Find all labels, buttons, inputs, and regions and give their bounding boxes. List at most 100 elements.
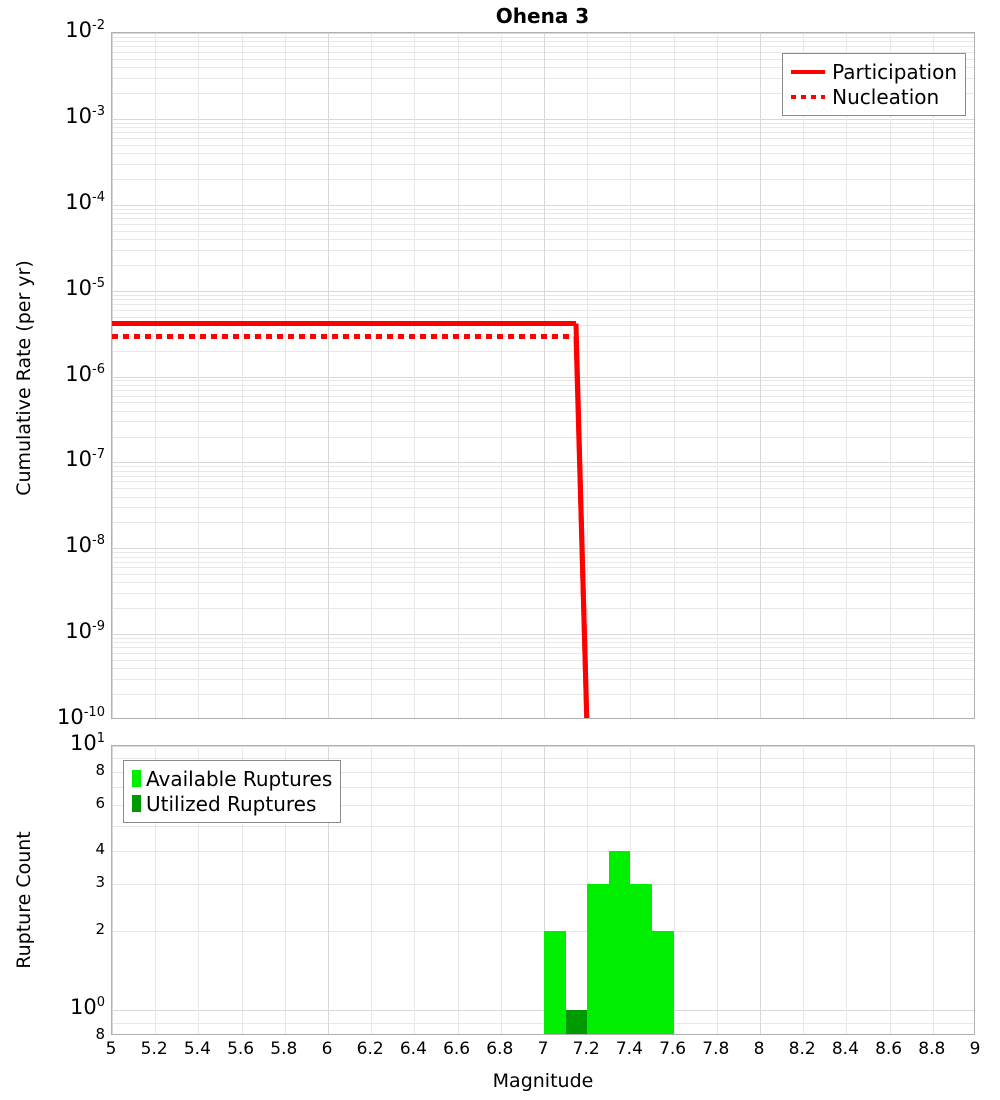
gridline-vertical — [932, 746, 934, 1034]
gridline-vertical — [716, 33, 718, 718]
rupture-count-plot-area: Available Ruptures Utilized Ruptures — [111, 745, 975, 1035]
x-tick-label: 6.4 — [399, 1039, 427, 1059]
gridline-horizontal — [112, 884, 974, 886]
gridline-horizontal-minor — [112, 93, 974, 94]
gridline-vertical — [284, 33, 286, 718]
x-tick-label: 8 — [753, 1039, 765, 1059]
y-tick-label: 100 — [69, 995, 105, 1020]
gridline-vertical — [673, 33, 675, 718]
gridline-horizontal — [112, 930, 974, 932]
gridline-vertical — [760, 33, 761, 718]
gridline-horizontal-minor — [112, 522, 974, 524]
gridline-horizontal — [112, 634, 974, 636]
gridline-horizontal-minor — [112, 552, 974, 554]
gridline-horizontal-minor — [112, 238, 974, 240]
gridline-horizontal-minor — [112, 213, 974, 215]
gridline-horizontal-minor — [112, 395, 974, 397]
y-tick-label: 10-2 — [65, 18, 105, 42]
series-line-participation — [112, 320, 577, 326]
gridline-vertical — [630, 33, 632, 718]
gridline-horizontal-minor — [112, 153, 974, 154]
gridline-horizontal-minor — [112, 249, 974, 251]
gridline-horizontal-minor — [112, 380, 974, 382]
gridline-vertical — [284, 746, 286, 1034]
y-tick-label: 10-4 — [65, 189, 105, 214]
x-tick-label: 6.6 — [443, 1039, 471, 1059]
gridline-horizontal — [112, 758, 974, 760]
x-tick-label: 8.8 — [918, 1039, 946, 1059]
gridline-horizontal — [112, 290, 974, 292]
series-line-nucleation — [112, 334, 577, 340]
gridline-horizontal-minor — [112, 223, 974, 225]
gridline-vertical — [846, 746, 848, 1034]
gridline-horizontal — [112, 851, 974, 853]
gridline-horizontal-minor — [112, 647, 974, 649]
x-tick-label: 8.4 — [831, 1039, 859, 1059]
x-tick-label: 7 — [537, 1039, 549, 1059]
gridline-horizontal-minor — [112, 593, 974, 595]
gridline-vertical — [500, 33, 502, 718]
gridline-horizontal — [112, 118, 974, 120]
gridline-horizontal-minor — [112, 218, 974, 220]
series-dropoff-nucleation — [573, 336, 590, 718]
gridline-horizontal-minor — [112, 230, 974, 232]
top-panel-gridlines — [112, 33, 974, 718]
gridline-horizontal-minor — [112, 77, 974, 79]
utilized-ruptures-swatch-icon — [132, 795, 141, 812]
gridline-vertical — [803, 33, 805, 718]
legend-item-utilized-ruptures: Utilized Ruptures — [132, 791, 332, 816]
gridline-vertical — [673, 746, 675, 1034]
y-tick-label: 10-10 — [57, 705, 105, 729]
x-tick-label: 5.2 — [140, 1039, 168, 1059]
gridline-horizontal-minor — [112, 574, 974, 576]
gridline-horizontal-minor — [112, 350, 974, 352]
y-tick-label-minor: 8 — [95, 760, 105, 779]
gridline-vertical — [760, 746, 761, 1034]
gridline-horizontal-minor — [112, 421, 974, 423]
gridline-vertical — [716, 746, 718, 1034]
gridline-vertical — [544, 33, 545, 718]
y-tick-label: 10-3 — [65, 103, 105, 128]
gridline-horizontal-minor — [112, 481, 974, 483]
gridline-horizontal-minor — [112, 496, 974, 498]
x-tick-label: 7.6 — [659, 1039, 687, 1059]
gridline-horizontal-minor — [112, 52, 974, 54]
gridline-horizontal-minor — [112, 608, 974, 610]
gridline-horizontal-minor — [112, 132, 974, 134]
x-tick-label: 8.6 — [875, 1039, 903, 1059]
y-tick-label-minor: 8 — [95, 1025, 105, 1043]
bottom-panel-legend: Available Ruptures Utilized Ruptures — [123, 760, 342, 823]
participation-line-swatch-icon — [791, 69, 826, 74]
gridline-vertical — [587, 33, 589, 718]
gridline-horizontal-minor — [112, 410, 974, 412]
gridline-vertical — [328, 33, 329, 718]
gridline-horizontal-minor — [112, 309, 974, 311]
gridline-vertical — [155, 746, 157, 1034]
gridline-vertical — [328, 746, 329, 1034]
x-tick-label: 5.8 — [270, 1039, 298, 1059]
bar-available-ruptures — [630, 884, 652, 1034]
bottom-panel-y-axis-title: Rupture Count — [13, 831, 35, 969]
gridline-horizontal-minor — [112, 507, 974, 509]
x-tick-label: 6 — [321, 1039, 333, 1059]
gridline-horizontal-minor — [112, 567, 974, 569]
gridline-vertical — [457, 746, 459, 1034]
gridline-horizontal-minor — [112, 41, 974, 43]
gridline-horizontal-minor — [112, 36, 974, 38]
gridline-horizontal-minor — [112, 122, 974, 124]
gridline-vertical — [112, 746, 113, 1034]
legend-label-nucleation: Nucleation — [832, 84, 940, 109]
gridline-horizontal-minor — [112, 582, 974, 584]
top-panel-legend: Participation Nucleation — [782, 53, 966, 116]
gridline-horizontal — [112, 746, 974, 747]
legend-item-participation: Participation — [791, 59, 957, 84]
gridline-horizontal — [112, 1022, 974, 1024]
gridline-horizontal — [112, 548, 974, 550]
gridline-horizontal — [112, 771, 974, 773]
gridline-horizontal — [112, 804, 974, 806]
y-tick-label: 10-9 — [65, 619, 105, 644]
gridline-vertical — [889, 33, 891, 718]
gridline-vertical — [889, 746, 891, 1034]
gridline-horizontal-minor — [112, 638, 974, 640]
